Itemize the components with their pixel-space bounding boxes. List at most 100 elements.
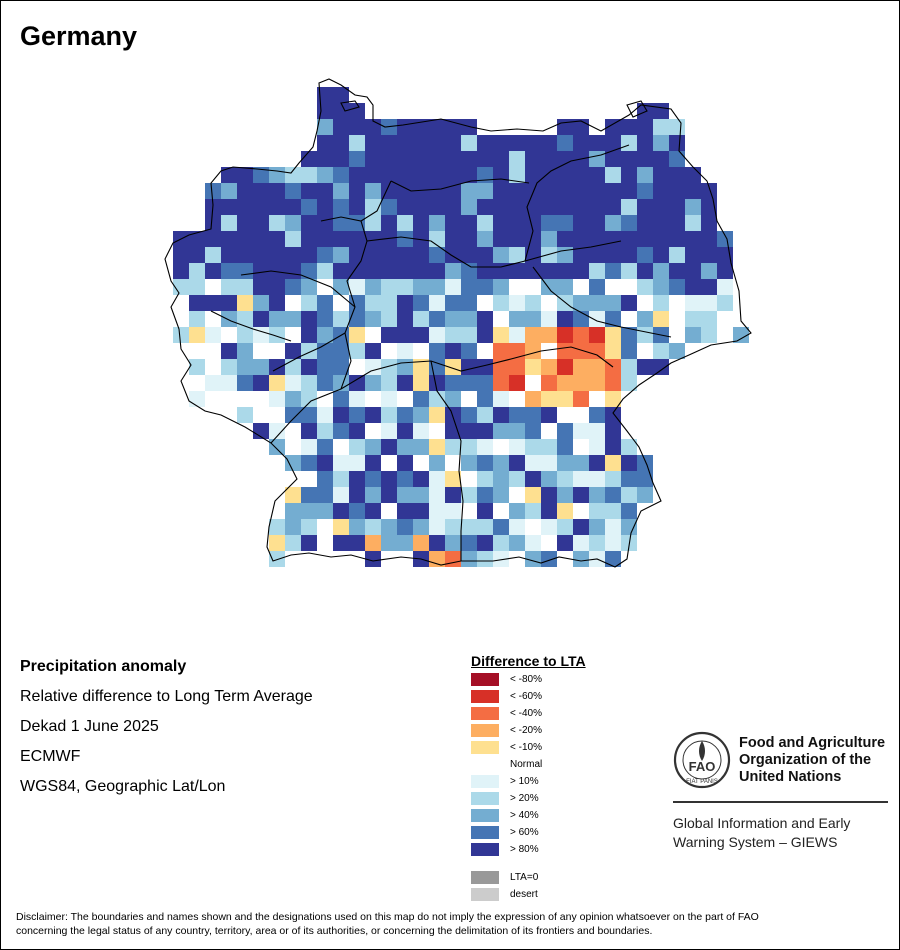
anomaly-cell xyxy=(429,279,445,295)
anomaly-cell xyxy=(221,279,237,295)
anomaly-cell xyxy=(621,503,637,519)
anomaly-cell xyxy=(621,359,637,375)
anomaly-cell xyxy=(381,247,397,263)
anomaly-cell xyxy=(333,455,349,471)
anomaly-cell xyxy=(381,391,397,407)
anomaly-cell xyxy=(269,247,285,263)
anomaly-cell xyxy=(429,215,445,231)
anomaly-cell xyxy=(477,471,493,487)
anomaly-cell xyxy=(397,327,413,343)
anomaly-cell xyxy=(365,439,381,455)
anomaly-cell xyxy=(349,183,365,199)
anomaly-cell xyxy=(205,327,221,343)
anomaly-cell xyxy=(525,487,541,503)
legend-swatch xyxy=(471,792,499,805)
anomaly-cell xyxy=(493,519,509,535)
anomaly-cell xyxy=(557,535,573,551)
anomaly-cell xyxy=(461,503,477,519)
anomaly-cell xyxy=(525,407,541,423)
anomaly-cell xyxy=(317,295,333,311)
anomaly-cell xyxy=(493,215,509,231)
legend-swatch xyxy=(471,843,499,856)
anomaly-cell xyxy=(429,519,445,535)
anomaly-cell xyxy=(493,343,509,359)
anomaly-cell xyxy=(301,487,317,503)
anomaly-cell xyxy=(397,151,413,167)
anomaly-cell xyxy=(509,199,525,215)
anomaly-cell xyxy=(525,151,541,167)
anomaly-cell xyxy=(285,407,301,423)
anomaly-cell xyxy=(269,375,285,391)
anomaly-cell xyxy=(541,151,557,167)
anomaly-cell xyxy=(429,471,445,487)
anomaly-cell xyxy=(317,455,333,471)
anomaly-cell xyxy=(653,295,669,311)
anomaly-cell xyxy=(461,519,477,535)
anomaly-cell xyxy=(509,311,525,327)
anomaly-cell xyxy=(349,375,365,391)
anomaly-cell xyxy=(413,279,429,295)
anomaly-cell xyxy=(397,263,413,279)
anomaly-cell xyxy=(317,375,333,391)
map-title: Germany xyxy=(20,21,138,51)
anomaly-cell xyxy=(333,295,349,311)
anomaly-cell xyxy=(477,439,493,455)
anomaly-cell xyxy=(621,119,637,135)
anomaly-cell xyxy=(637,103,653,119)
anomaly-cell xyxy=(285,199,301,215)
anomaly-cell xyxy=(717,279,733,295)
anomaly-cell xyxy=(381,535,397,551)
anomaly-cell xyxy=(541,455,557,471)
anomaly-cell xyxy=(381,503,397,519)
giews-name-line: Warning System – GIEWS xyxy=(673,834,838,850)
anomaly-cell xyxy=(637,471,653,487)
anomaly-cell xyxy=(429,151,445,167)
anomaly-cell xyxy=(285,311,301,327)
anomaly-cell xyxy=(445,375,461,391)
anomaly-cell xyxy=(525,279,541,295)
precipitation-anomaly-map xyxy=(164,78,752,568)
anomaly-cell xyxy=(285,263,301,279)
legend-label: > 10% xyxy=(510,776,539,787)
anomaly-cell xyxy=(397,135,413,151)
anomaly-cell xyxy=(637,183,653,199)
anomaly-cell xyxy=(653,359,669,375)
anomaly-cell xyxy=(573,263,589,279)
anomaly-cell xyxy=(525,183,541,199)
anomaly-cell xyxy=(221,215,237,231)
anomaly-cell xyxy=(237,231,253,247)
map-subtitle: Relative difference to Long Term Average xyxy=(20,688,313,705)
anomaly-cell xyxy=(653,167,669,183)
anomaly-cell xyxy=(253,327,269,343)
anomaly-cell xyxy=(685,311,701,327)
anomaly-cell xyxy=(589,375,605,391)
anomaly-cell xyxy=(557,391,573,407)
anomaly-cell xyxy=(253,167,269,183)
anomaly-cell xyxy=(445,343,461,359)
map-period: Dekad 1 June 2025 xyxy=(20,718,159,735)
anomaly-cell xyxy=(669,183,685,199)
anomaly-cell xyxy=(493,295,509,311)
anomaly-cell xyxy=(221,247,237,263)
anomaly-cell xyxy=(589,327,605,343)
anomaly-cell xyxy=(461,231,477,247)
anomaly-cell xyxy=(477,503,493,519)
anomaly-cell xyxy=(653,263,669,279)
anomaly-cell xyxy=(605,423,621,439)
anomaly-cell xyxy=(221,311,237,327)
anomaly-cell xyxy=(461,167,477,183)
anomaly-cell xyxy=(349,231,365,247)
anomaly-cell xyxy=(349,151,365,167)
anomaly-cell xyxy=(525,391,541,407)
anomaly-cell xyxy=(189,279,205,295)
anomaly-cell xyxy=(301,391,317,407)
anomaly-cell xyxy=(429,407,445,423)
anomaly-cell xyxy=(429,391,445,407)
anomaly-cell xyxy=(589,471,605,487)
anomaly-cell xyxy=(493,247,509,263)
anomaly-cell xyxy=(269,551,285,567)
anomaly-cell xyxy=(461,151,477,167)
anomaly-cell xyxy=(717,311,733,327)
anomaly-cell xyxy=(301,151,317,167)
anomaly-cell xyxy=(605,503,621,519)
